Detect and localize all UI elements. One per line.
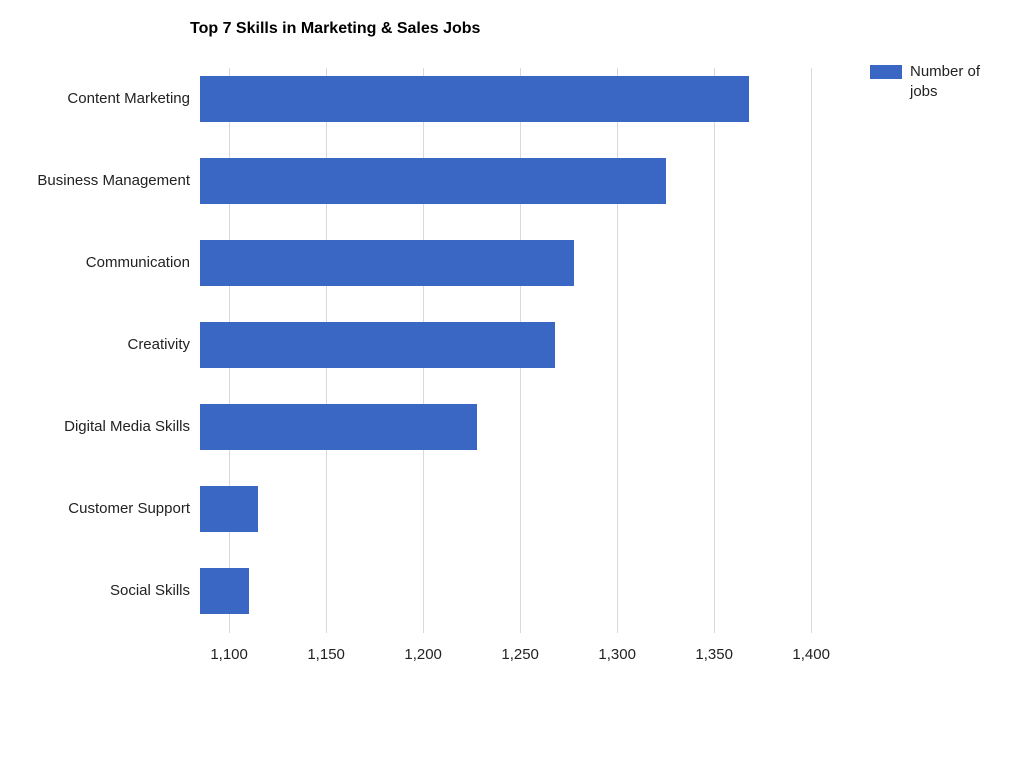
bar	[200, 568, 249, 614]
gridline	[617, 68, 618, 633]
x-tick-label: 1,400	[792, 646, 830, 663]
chart-title: Top 7 Skills in Marketing & Sales Jobs	[190, 20, 1000, 38]
y-category-label: Communication	[25, 240, 190, 286]
y-category-label: Creativity	[25, 322, 190, 368]
plot-area: 1,1001,1501,2001,2501,3001,3501,400Conte…	[200, 68, 850, 688]
y-category-label: Customer Support	[25, 486, 190, 532]
x-tick-label: 1,300	[598, 646, 636, 663]
legend: Number of jobs	[870, 62, 1000, 101]
bar	[200, 486, 258, 532]
x-tick-label: 1,200	[404, 646, 442, 663]
bar	[200, 240, 574, 286]
x-tick-label: 1,100	[210, 646, 248, 663]
y-category-label: Content Marketing	[25, 76, 190, 122]
bar	[200, 76, 749, 122]
chart-container: Top 7 Skills in Marketing & Sales Jobs N…	[30, 20, 1000, 740]
x-tick-label: 1,350	[695, 646, 733, 663]
legend-swatch	[870, 65, 902, 79]
y-category-label: Social Skills	[25, 568, 190, 614]
y-category-label: Digital Media Skills	[25, 404, 190, 450]
gridline	[811, 68, 812, 633]
x-tick-label: 1,250	[501, 646, 539, 663]
x-tick-label: 1,150	[307, 646, 345, 663]
bar	[200, 404, 477, 450]
legend-label: Number of jobs	[910, 62, 1000, 101]
gridline	[714, 68, 715, 633]
bar	[200, 322, 555, 368]
bar	[200, 158, 666, 204]
y-category-label: Business Management	[25, 158, 190, 204]
